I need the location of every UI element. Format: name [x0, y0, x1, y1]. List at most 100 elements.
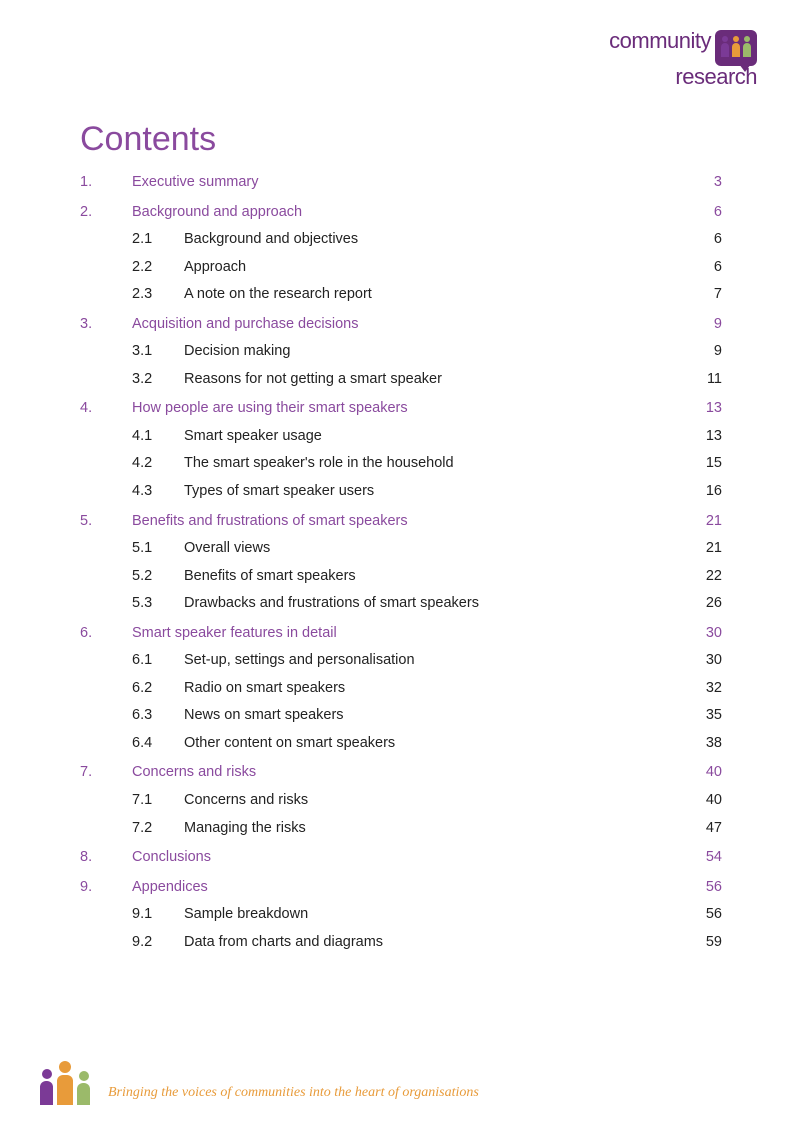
toc-section: 6.Smart speaker features in detail30: [80, 620, 722, 648]
toc-sub-num: 9.2: [132, 929, 184, 957]
toc-section-page: 13: [682, 395, 722, 423]
toc-section-page: 21: [682, 508, 722, 536]
table-of-contents: 1.Executive summary32.Background and app…: [80, 169, 722, 956]
toc-section-page: 30: [682, 620, 722, 648]
toc-subsection: 4.2The smart speaker's role in the house…: [80, 450, 722, 478]
person-icon: [57, 1061, 73, 1105]
toc-section-num: 7.: [80, 759, 132, 787]
toc-section: 4.How people are using their smart speak…: [80, 395, 722, 423]
toc-sub-page: 6: [682, 226, 722, 254]
toc-section-label: Concerns and risks: [132, 759, 682, 787]
toc-section: 2.Background and approach6: [80, 199, 722, 227]
toc-sub-label: Reasons for not getting a smart speaker: [184, 366, 682, 394]
toc-subsection: 2.2Approach6: [80, 254, 722, 282]
toc-sub-label: Benefits of smart speakers: [184, 563, 682, 591]
toc-sub-num: 4.3: [132, 478, 184, 506]
toc-sub-page: 30: [682, 647, 722, 675]
toc-sub-num: 9.1: [132, 901, 184, 929]
toc-sub-num: 2.2: [132, 254, 184, 282]
toc-section-label: Conclusions: [132, 844, 682, 872]
brand-line1: community: [609, 30, 711, 52]
toc-section: 5.Benefits and frustrations of smart spe…: [80, 508, 722, 536]
toc-sub-page: 56: [682, 901, 722, 929]
toc-sub-label: Approach: [184, 254, 682, 282]
toc-sub-page: 16: [682, 478, 722, 506]
toc-sub-page: 26: [682, 590, 722, 618]
toc-sub-num: 6.2: [132, 675, 184, 703]
person-icon: [743, 36, 751, 57]
toc-sub-page: 35: [682, 702, 722, 730]
toc-sub-label: Drawbacks and frustrations of smart spea…: [184, 590, 682, 618]
toc-section-page: 54: [682, 844, 722, 872]
toc-sub-label: Managing the risks: [184, 815, 682, 843]
toc-section: 9.Appendices56: [80, 874, 722, 902]
toc-section: 7.Concerns and risks40: [80, 759, 722, 787]
toc-subsection: 4.1Smart speaker usage13: [80, 423, 722, 451]
toc-section-num: 3.: [80, 311, 132, 339]
toc-section-page: 3: [682, 169, 722, 197]
person-icon: [77, 1071, 90, 1105]
toc-subsection: 5.3Drawbacks and frustrations of smart s…: [80, 590, 722, 618]
toc-sub-label: Set-up, settings and personalisation: [184, 647, 682, 675]
toc-section-page: 9: [682, 311, 722, 339]
toc-section-num: 1.: [80, 169, 132, 197]
toc-sub-page: 13: [682, 423, 722, 451]
toc-sub-label: A note on the research report: [184, 281, 682, 309]
toc-subsection: 9.1Sample breakdown56: [80, 901, 722, 929]
toc-sub-page: 15: [682, 450, 722, 478]
toc-sub-page: 21: [682, 535, 722, 563]
toc-sub-num: 2.3: [132, 281, 184, 309]
toc-sub-page: 32: [682, 675, 722, 703]
toc-section-page: 6: [682, 199, 722, 227]
toc-subsection: 6.1Set-up, settings and personalisation3…: [80, 647, 722, 675]
toc-sub-label: Data from charts and diagrams: [184, 929, 682, 957]
page-footer: Bringing the voices of communities into …: [40, 1061, 762, 1105]
toc-section-num: 5.: [80, 508, 132, 536]
toc-sub-page: 47: [682, 815, 722, 843]
toc-sub-label: News on smart speakers: [184, 702, 682, 730]
toc-subsection: 6.4Other content on smart speakers38: [80, 730, 722, 758]
toc-sub-num: 6.1: [132, 647, 184, 675]
toc-subsection: 6.2Radio on smart speakers32: [80, 675, 722, 703]
toc-subsection: 3.2Reasons for not getting a smart speak…: [80, 366, 722, 394]
toc-section: 1.Executive summary3: [80, 169, 722, 197]
toc-sub-num: 4.2: [132, 450, 184, 478]
toc-sub-num: 5.3: [132, 590, 184, 618]
toc-sub-num: 7.2: [132, 815, 184, 843]
toc-section-label: Benefits and frustrations of smart speak…: [132, 508, 682, 536]
person-icon: [721, 36, 729, 57]
toc-subsection: 7.1Concerns and risks40: [80, 787, 722, 815]
toc-sub-label: Decision making: [184, 338, 682, 366]
toc-sub-page: 7: [682, 281, 722, 309]
toc-section-num: 2.: [80, 199, 132, 227]
toc-subsection: 5.1Overall views21: [80, 535, 722, 563]
toc-section-label: How people are using their smart speaker…: [132, 395, 682, 423]
toc-sub-label: Other content on smart speakers: [184, 730, 682, 758]
toc-sub-page: 40: [682, 787, 722, 815]
toc-section-label: Smart speaker features in detail: [132, 620, 682, 648]
toc-subsection: 6.3News on smart speakers35: [80, 702, 722, 730]
brand-logo: community research: [609, 30, 757, 88]
toc-sub-label: Radio on smart speakers: [184, 675, 682, 703]
toc-sub-page: 9: [682, 338, 722, 366]
person-icon: [732, 36, 740, 57]
toc-sub-num: 6.3: [132, 702, 184, 730]
toc-section-page: 40: [682, 759, 722, 787]
page-title: Contents: [80, 120, 722, 159]
toc-section-num: 4.: [80, 395, 132, 423]
toc-subsection: 9.2Data from charts and diagrams59: [80, 929, 722, 957]
toc-section-num: 8.: [80, 844, 132, 872]
toc-sub-num: 6.4: [132, 730, 184, 758]
toc-sub-num: 7.1: [132, 787, 184, 815]
toc-sub-num: 5.2: [132, 563, 184, 591]
brand-badge-icon: [715, 30, 757, 66]
toc-subsection: 2.1Background and objectives6: [80, 226, 722, 254]
toc-sub-num: 5.1: [132, 535, 184, 563]
toc-sub-page: 38: [682, 730, 722, 758]
toc-section-num: 9.: [80, 874, 132, 902]
toc-section-label: Background and approach: [132, 199, 682, 227]
toc-subsection: 4.3Types of smart speaker users16: [80, 478, 722, 506]
toc-section-label: Acquisition and purchase decisions: [132, 311, 682, 339]
toc-sub-label: Sample breakdown: [184, 901, 682, 929]
toc-section: 3.Acquisition and purchase decisions9: [80, 311, 722, 339]
